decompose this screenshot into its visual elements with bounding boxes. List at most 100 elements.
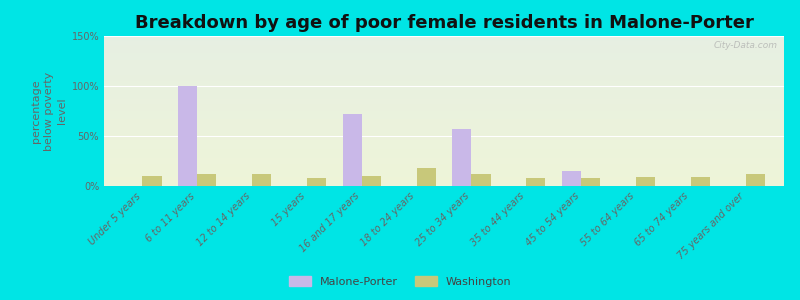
Bar	[104, 147, 784, 148]
Bar	[417, 168, 436, 186]
Bar	[104, 183, 784, 184]
Bar	[104, 68, 784, 69]
Bar	[307, 178, 326, 186]
Bar	[104, 176, 784, 177]
Bar	[104, 120, 784, 122]
Bar	[104, 98, 784, 99]
Bar	[104, 146, 784, 147]
Y-axis label: percentage
below poverty
level: percentage below poverty level	[31, 71, 67, 151]
Bar	[104, 140, 784, 141]
Bar	[104, 134, 784, 135]
Bar	[362, 176, 381, 186]
Bar	[252, 174, 271, 186]
Bar	[104, 39, 784, 40]
Bar	[104, 90, 784, 92]
Bar	[104, 106, 784, 108]
Bar	[104, 136, 784, 138]
Bar	[104, 117, 784, 118]
Bar	[104, 160, 784, 162]
Bar	[104, 103, 784, 105]
Bar	[104, 61, 784, 63]
Bar	[104, 38, 784, 39]
Bar	[104, 130, 784, 132]
Bar	[104, 92, 784, 93]
Bar	[104, 50, 784, 51]
Bar	[178, 86, 198, 186]
Bar	[104, 184, 784, 186]
Bar	[104, 159, 784, 160]
Bar	[104, 123, 784, 124]
Bar	[104, 58, 784, 60]
Bar	[104, 100, 784, 102]
Bar	[104, 171, 784, 172]
Bar	[104, 78, 784, 80]
Bar	[104, 138, 784, 140]
Bar	[104, 70, 784, 72]
Bar	[104, 48, 784, 50]
Legend: Malone-Porter, Washington: Malone-Porter, Washington	[284, 272, 516, 291]
Bar	[104, 178, 784, 180]
Bar	[104, 152, 784, 153]
Bar	[104, 141, 784, 142]
Bar	[104, 158, 784, 159]
Bar	[104, 76, 784, 78]
Bar	[104, 126, 784, 128]
Bar	[104, 102, 784, 104]
Bar	[104, 135, 784, 136]
Bar	[104, 64, 784, 66]
Bar	[471, 174, 490, 186]
Bar	[104, 162, 784, 164]
Bar	[104, 85, 784, 87]
Bar	[636, 177, 655, 186]
Bar	[342, 114, 362, 186]
Bar	[526, 178, 546, 186]
Bar	[104, 110, 784, 111]
Bar	[104, 177, 784, 178]
Bar	[104, 150, 784, 152]
Bar	[562, 171, 581, 186]
Bar	[104, 72, 784, 74]
Bar	[104, 69, 784, 70]
Bar	[198, 174, 217, 186]
Bar	[104, 142, 784, 144]
Bar	[104, 56, 784, 57]
Bar	[104, 129, 784, 130]
Bar	[104, 99, 784, 100]
Bar	[104, 51, 784, 52]
Bar	[104, 52, 784, 54]
Bar	[104, 111, 784, 112]
Bar	[104, 45, 784, 46]
Bar	[104, 114, 784, 116]
Bar	[104, 124, 784, 126]
Bar	[104, 122, 784, 123]
Bar	[104, 96, 784, 98]
Bar	[104, 148, 784, 150]
Bar	[104, 80, 784, 81]
Bar	[104, 168, 784, 170]
Bar	[104, 94, 784, 96]
Bar	[104, 57, 784, 58]
Bar	[690, 177, 710, 186]
Bar	[104, 167, 784, 168]
Bar	[104, 93, 784, 94]
Bar	[104, 116, 784, 117]
Text: City-Data.com: City-Data.com	[714, 40, 778, 50]
Bar	[142, 176, 162, 186]
Bar	[104, 169, 784, 171]
Bar	[104, 172, 784, 174]
Bar	[104, 128, 784, 129]
Bar	[104, 108, 784, 110]
Bar	[104, 87, 784, 88]
Bar	[104, 174, 784, 176]
Bar	[104, 105, 784, 106]
Bar	[104, 144, 784, 146]
Bar	[104, 36, 784, 38]
Bar	[104, 42, 784, 44]
Bar	[104, 74, 784, 75]
Bar	[104, 66, 784, 68]
Bar	[104, 112, 784, 114]
Bar	[104, 84, 784, 86]
Bar	[104, 154, 784, 156]
Title: Breakdown by age of poor female residents in Malone-Porter: Breakdown by age of poor female resident…	[134, 14, 754, 32]
Bar	[104, 60, 784, 61]
